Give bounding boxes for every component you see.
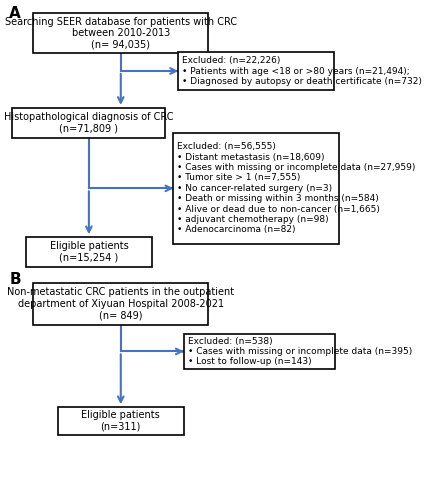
- FancyBboxPatch shape: [33, 283, 208, 325]
- Text: Eligible patients
(n=15,254 ): Eligible patients (n=15,254 ): [50, 241, 128, 263]
- Text: Non-metastatic CRC patients in the outpatient
department of Xiyuan Hospital 2008: Non-metastatic CRC patients in the outpa…: [7, 287, 235, 320]
- FancyBboxPatch shape: [184, 334, 335, 370]
- Text: A: A: [9, 6, 21, 22]
- Text: Searching SEER database for patients with CRC
between 2010-2013
(n= 94,035): Searching SEER database for patients wit…: [5, 16, 237, 50]
- FancyBboxPatch shape: [12, 108, 166, 138]
- Text: Excluded: (n=538)
• Cases with missing or incomplete data (n=395)
• Lost to foll: Excluded: (n=538) • Cases with missing o…: [188, 336, 412, 366]
- FancyBboxPatch shape: [178, 52, 335, 90]
- Text: B: B: [9, 272, 21, 287]
- FancyBboxPatch shape: [58, 407, 184, 435]
- FancyBboxPatch shape: [33, 14, 208, 53]
- FancyBboxPatch shape: [26, 237, 152, 267]
- FancyBboxPatch shape: [173, 132, 339, 244]
- Text: Histopathological diagnosis of CRC
(n=71,809 ): Histopathological diagnosis of CRC (n=71…: [4, 112, 174, 134]
- Text: Eligible patients
(n=311): Eligible patients (n=311): [81, 410, 160, 432]
- Text: Excluded: (n=22,226)
• Patients with age <18 or >80 years (n=21,494);
• Diagnose: Excluded: (n=22,226) • Patients with age…: [182, 56, 422, 86]
- Text: Excluded: (n=56,555)
• Distant metastasis (n=18,609)
• Cases with missing or inc: Excluded: (n=56,555) • Distant metastasi…: [177, 142, 415, 234]
